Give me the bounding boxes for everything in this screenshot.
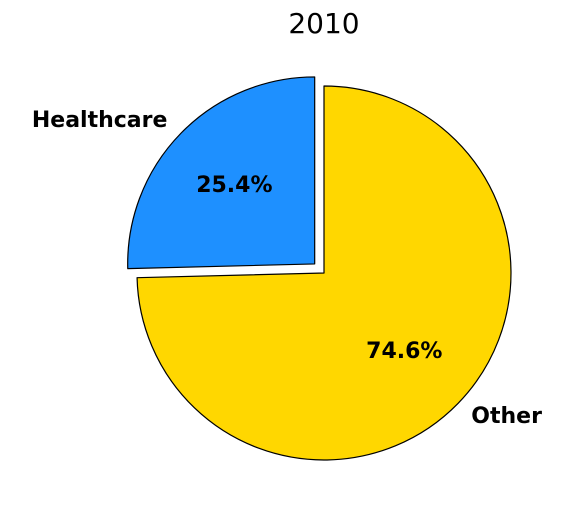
- pie-slice-healthcare: [127, 76, 316, 270]
- pie-slices: [127, 76, 512, 461]
- slice-percent-label: 25.4%: [196, 173, 272, 198]
- chart-title: 2010: [288, 7, 359, 40]
- slice-category-label: Other: [471, 404, 542, 429]
- slice-category-label: Healthcare: [32, 108, 168, 133]
- slice-percent-label: 74.6%: [366, 339, 442, 364]
- pie-slice-other: [136, 85, 512, 461]
- pie-labels: 25.4% Healthcare 74.6% Other: [32, 108, 542, 429]
